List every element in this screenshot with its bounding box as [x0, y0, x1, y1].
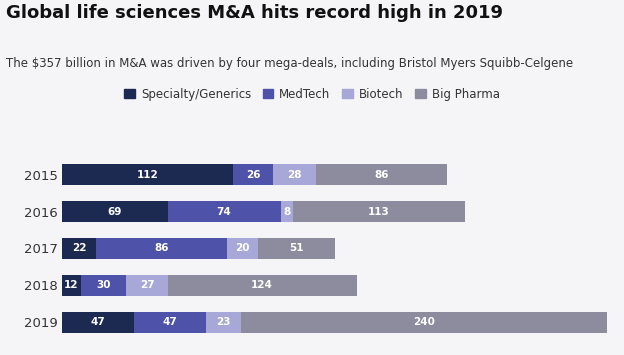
Bar [62, 201, 168, 222]
Text: 47: 47 [163, 317, 177, 327]
Bar [62, 164, 233, 185]
Bar [293, 201, 465, 222]
Text: 26: 26 [246, 170, 260, 180]
Bar [233, 164, 273, 185]
Text: 8: 8 [283, 207, 290, 217]
Bar [168, 275, 357, 296]
Text: 23: 23 [216, 317, 231, 327]
Text: 69: 69 [108, 207, 122, 217]
Bar [80, 275, 127, 296]
Text: 74: 74 [217, 207, 232, 217]
Text: 113: 113 [368, 207, 390, 217]
Text: 30: 30 [96, 280, 111, 290]
Bar [206, 312, 241, 333]
Bar [227, 238, 258, 259]
Text: 112: 112 [137, 170, 158, 180]
Text: 27: 27 [140, 280, 154, 290]
Text: 240: 240 [413, 317, 435, 327]
Bar [127, 275, 168, 296]
Bar [134, 312, 206, 333]
Bar [316, 164, 447, 185]
Bar [62, 312, 134, 333]
Legend: Specialty/Generics, MedTech, Biotech, Big Pharma: Specialty/Generics, MedTech, Biotech, Bi… [120, 83, 504, 105]
Text: Global life sciences M&A hits record high in 2019: Global life sciences M&A hits record hig… [6, 4, 503, 22]
Text: 22: 22 [72, 244, 87, 253]
Bar [273, 164, 316, 185]
Bar [62, 238, 96, 259]
Bar [281, 201, 293, 222]
Bar [62, 275, 80, 296]
Text: The $357 billion in M&A was driven by four mega-deals, including Bristol Myers S: The $357 billion in M&A was driven by fo… [6, 57, 573, 70]
Text: 51: 51 [290, 244, 304, 253]
Text: 20: 20 [235, 244, 250, 253]
Text: 47: 47 [91, 317, 105, 327]
Bar [168, 201, 281, 222]
Text: 86: 86 [154, 244, 169, 253]
Text: 12: 12 [64, 280, 79, 290]
Text: 86: 86 [374, 170, 389, 180]
Text: 124: 124 [251, 280, 273, 290]
Bar [258, 238, 336, 259]
Text: 28: 28 [287, 170, 301, 180]
Bar [96, 238, 227, 259]
Bar [241, 312, 607, 333]
